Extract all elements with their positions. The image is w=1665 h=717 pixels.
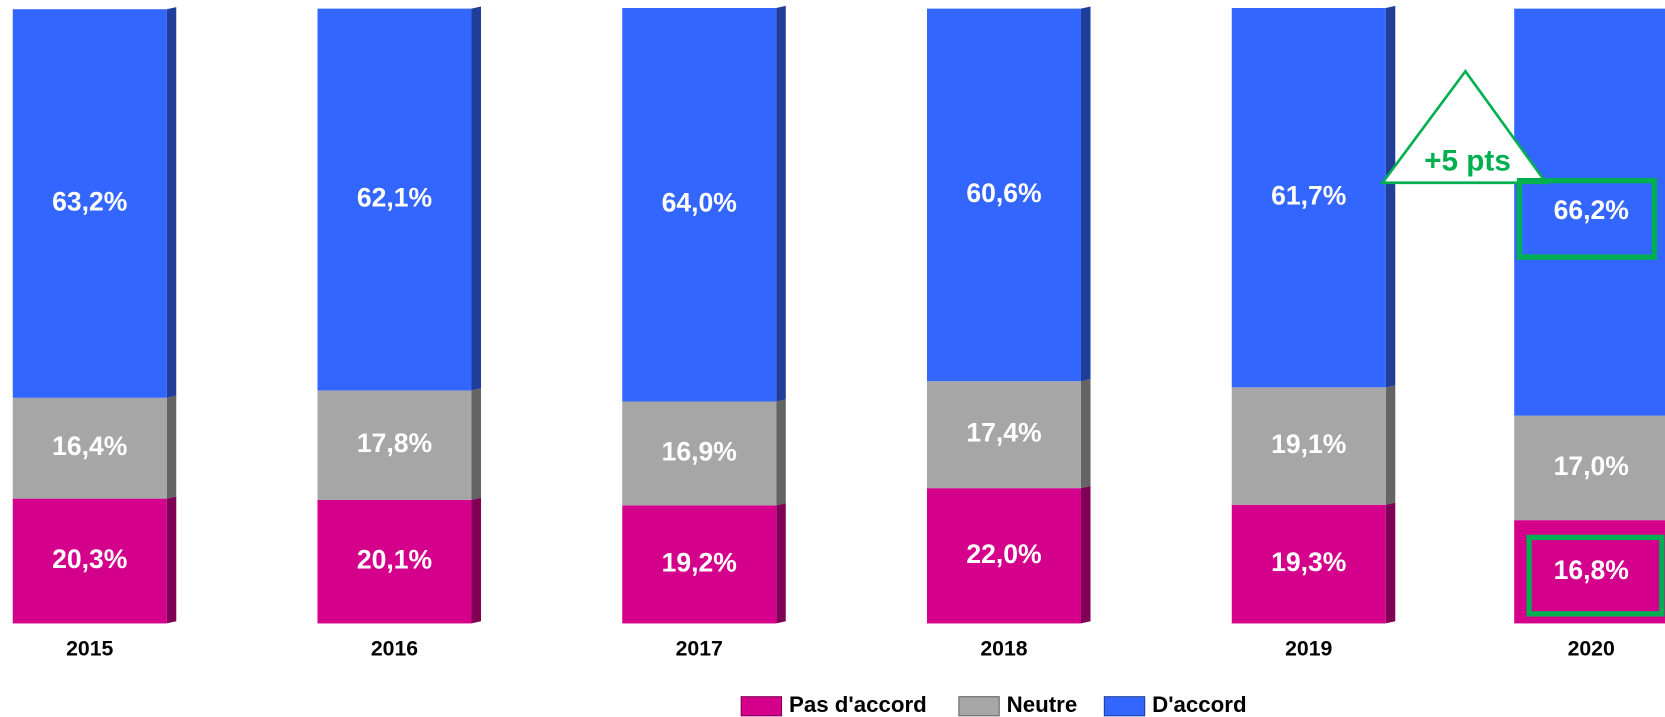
value-label: 16,4% [52, 431, 127, 461]
legend-label: Neutre [1007, 692, 1078, 717]
value-label: 17,0% [1554, 451, 1629, 481]
value-label: 66,2% [1554, 195, 1629, 225]
x-tick-label: 2017 [676, 638, 723, 661]
bar-side [166, 496, 177, 624]
bar-segment [1514, 415, 1665, 521]
value-label: 19,2% [662, 547, 737, 577]
bar-segment [1231, 8, 1386, 388]
x-tick-label: 2018 [980, 638, 1027, 661]
bar-side [1080, 379, 1091, 489]
bar-side [1080, 6, 1091, 382]
bar-side [1385, 502, 1396, 624]
highlight-box [1526, 534, 1665, 617]
value-label: 17,4% [966, 418, 1041, 448]
value-label: 16,8% [1554, 555, 1629, 585]
bar-segment [317, 499, 472, 624]
highlight-box [1516, 177, 1658, 260]
bar-side [1385, 385, 1396, 505]
value-label: 19,3% [1271, 547, 1346, 577]
bar-segment [317, 390, 472, 500]
value-label: 17,8% [357, 428, 432, 458]
legend-swatch [1103, 696, 1146, 717]
legend-label: Pas d'accord [789, 692, 927, 717]
x-tick-label: 2015 [66, 638, 113, 661]
bar-segment [927, 381, 1081, 489]
bar-segment [12, 9, 167, 398]
bar-side [776, 5, 786, 402]
value-label: 20,3% [52, 544, 127, 574]
bar-side [471, 6, 482, 391]
bar-side [471, 497, 482, 624]
legend-swatch [740, 696, 783, 717]
bar-segment [12, 498, 167, 624]
x-tick-label: 2016 [371, 638, 418, 661]
bar-side [1080, 486, 1091, 624]
value-label: 60,6% [966, 178, 1041, 208]
value-label: 61,7% [1271, 181, 1346, 211]
bar-segment [1231, 504, 1386, 624]
value-label: 64,0% [662, 188, 737, 218]
bar-segment [927, 488, 1081, 624]
value-label: 19,1% [1271, 429, 1346, 459]
x-tick-label: 2019 [1285, 638, 1332, 661]
bar-side [166, 395, 177, 499]
value-label: 62,1% [357, 183, 432, 213]
bar-segment [622, 401, 777, 506]
bar-side [776, 399, 786, 506]
x-tick-label: 2020 [1568, 638, 1615, 661]
legend-swatch [958, 696, 1000, 717]
value-label: 20,1% [357, 545, 432, 575]
annotation-triangle [1379, 69, 1549, 185]
bar-side [166, 7, 177, 398]
value-label: 22,0% [966, 539, 1041, 569]
bar-side [776, 503, 786, 624]
value-label: 63,2% [52, 187, 127, 217]
annotation: +5 pts [1424, 144, 1511, 177]
bar-segment [1231, 387, 1386, 505]
bar-segment [927, 8, 1081, 382]
bar-side [471, 388, 482, 500]
value-label: 16,9% [662, 436, 737, 466]
bar-segment [1514, 8, 1665, 416]
bar-segment [12, 397, 167, 499]
bars [12, 5, 1665, 624]
legend-label: D'accord [1152, 692, 1246, 717]
bar-side [1385, 5, 1396, 388]
bar-segment [622, 8, 777, 402]
bar-segment [317, 8, 472, 391]
bar-segment [622, 505, 777, 624]
